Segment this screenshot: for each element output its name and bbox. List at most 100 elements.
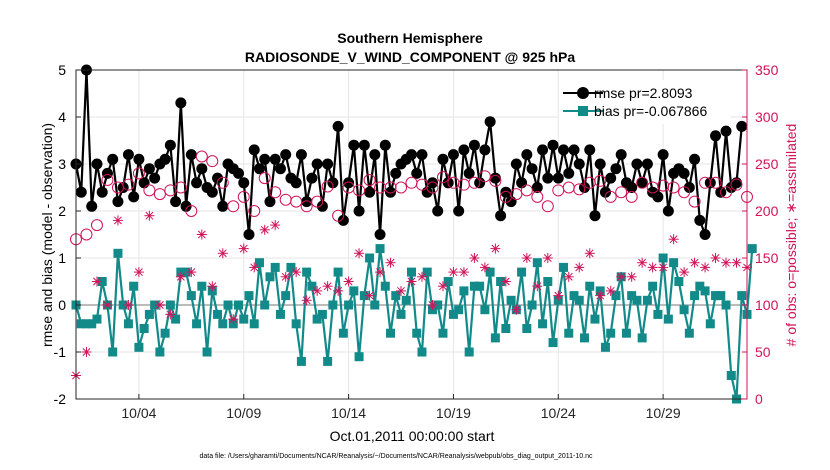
bias-point [108,347,118,357]
y-tick-label-right: 50 [755,344,771,360]
x-tick-label: 10/29 [646,405,681,421]
y-tick-label-right: 100 [755,297,779,313]
bias-point [218,319,228,329]
bias-point [359,291,369,301]
bias-point [197,281,207,291]
rmse-point [521,149,533,161]
y-tick-label-left: -2 [54,391,67,407]
obs-assimilated-point [249,262,260,273]
obs-assimilated-point [511,304,522,315]
obs-possible-point [374,181,387,194]
bias-point [464,347,474,357]
bias-point [370,300,380,310]
rmse-point [301,196,313,208]
bias-point [365,253,375,263]
obs-assimilated-point [616,271,627,282]
bias-point [97,277,107,286]
obs-possible-point [594,174,607,187]
x-tick-label: 10/19 [436,405,471,421]
rmse-point [563,167,575,179]
obs-assimilated-point [626,271,637,282]
obs-assimilated-point [710,253,721,263]
rmse-point [458,144,470,156]
rmse-point [453,205,465,217]
bias-point [375,244,385,254]
rmse-point [348,139,360,151]
obs-possible-point [174,181,187,194]
obs-possible-point [122,178,135,191]
obs-possible-point [143,184,156,197]
bias-point [417,347,427,357]
bias-point [192,319,202,329]
rmse-point [636,177,648,189]
obs-assimilated-point [700,262,711,273]
bias-point [134,342,144,352]
rmse-point [599,186,611,198]
bias-point [81,319,91,329]
obs-possible-point [709,176,722,189]
bias-point [637,333,647,343]
obs-possible-point [720,186,733,199]
bias-point [249,319,259,329]
obs-possible-point [520,184,533,197]
rmse-point [191,177,203,189]
obs-assimilated-point [112,215,123,226]
bias-point [118,300,128,310]
rmse-point [426,177,438,189]
obs-possible-point [153,188,166,201]
obs-possible-point [216,176,229,189]
obs-assimilated-point [238,243,249,254]
obs-possible-point [321,180,334,193]
obs-assimilated-point [154,300,165,310]
obs-possible-point [667,181,680,194]
bias-point [663,314,673,324]
obs-possible-point [185,205,198,217]
obs-assimilated-point [668,234,679,245]
x-tick-label: 10/09 [226,405,261,421]
rmse-point [626,182,638,193]
obs-assimilated-point [448,267,459,278]
bias-point [611,291,621,301]
bias-point [648,281,658,291]
bias-point [700,286,710,296]
obs-assimilated-point [731,257,742,268]
bias-point [627,291,637,301]
obs-possible-point [290,195,303,208]
obs-possible-point [311,195,324,208]
bias-point [186,291,196,301]
x-axis-label: Oct.01,2011 00:00:00 start [330,428,495,444]
rmse-point [662,205,674,217]
series-layer [70,64,757,404]
bias-point [543,277,553,286]
bias-point [422,267,432,277]
obs-possible-point [101,173,114,186]
rmse-point [542,172,554,184]
obs-assimilated-point [280,271,291,282]
bias-point [574,295,584,305]
bias-point [606,328,616,338]
bias-point [548,338,558,348]
y-tick-label-left: 4 [58,109,66,125]
obs-possible-point [395,181,408,194]
bias-point [286,262,296,272]
rmse-point [500,186,512,198]
rmse-point [531,182,543,193]
rmse-point [269,153,281,165]
rmse-point [416,149,428,161]
obs-assimilated-point [175,271,186,282]
obs-assimilated-point [207,281,218,292]
rmse-point [369,149,381,161]
rmse-point [364,186,376,198]
bias-point [747,244,757,254]
obs-assimilated-point [469,253,480,263]
rmse-point [159,153,171,165]
obs-assimilated-point [301,295,312,306]
bias-point [711,291,721,301]
y-tick-label-right: 0 [755,391,763,407]
rmse-point [259,153,271,165]
bias-point [721,300,731,310]
obs-assimilated-point [605,285,616,296]
bias-point [632,295,642,305]
obs-assimilated-point [584,248,595,259]
rmse-point [468,139,480,151]
